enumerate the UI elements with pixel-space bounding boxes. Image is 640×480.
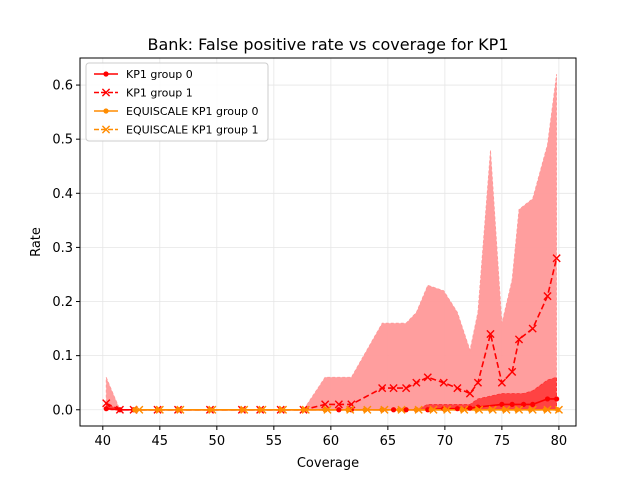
series-markers <box>102 254 563 414</box>
data-point <box>454 406 461 412</box>
data-point <box>103 406 109 412</box>
legend-entry: EQUISCALE KP1 group 0 <box>94 105 258 118</box>
legend-label: EQUISCALE KP1 group 0 <box>126 105 258 118</box>
data-point <box>486 329 495 339</box>
data-point <box>102 399 111 408</box>
y-tick-label: 0.5 <box>52 133 73 148</box>
y-axis-ticks: 0.0 0.1 0.2 0.3 0.4 0.5 0.6 <box>52 79 80 418</box>
data-point <box>390 407 397 413</box>
data-point <box>530 401 536 407</box>
data-point <box>465 389 475 398</box>
data-point <box>334 400 343 409</box>
y-tick-label: 0.3 <box>52 241 73 256</box>
data-point <box>552 254 561 263</box>
data-point <box>115 405 125 414</box>
data-point <box>554 405 563 414</box>
data-point <box>543 292 552 301</box>
y-tick-label: 0.4 <box>52 187 73 202</box>
data-point <box>497 378 506 387</box>
data-point <box>397 405 406 414</box>
x-axis-ticks: 40 45 50 55 60 65 70 75 80 <box>95 426 568 449</box>
data-point <box>321 400 330 409</box>
data-point <box>439 378 448 387</box>
data-point <box>132 407 138 413</box>
data-point <box>508 367 517 376</box>
data-point <box>403 407 409 413</box>
data-point <box>402 384 411 393</box>
data-point <box>467 405 473 411</box>
data-point <box>240 405 249 414</box>
data-point <box>528 324 537 333</box>
x-tick-label: 55 <box>266 434 283 449</box>
data-point <box>429 405 438 414</box>
data-point <box>414 405 423 414</box>
x-tick-label: 65 <box>380 434 397 449</box>
data-point <box>514 335 524 344</box>
data-point <box>460 405 469 414</box>
data-point <box>473 378 483 387</box>
data-point <box>554 396 560 402</box>
data-point <box>443 405 452 414</box>
data-point <box>155 405 164 414</box>
x-axis-label: Coverage <box>297 456 359 471</box>
data-point <box>423 373 432 382</box>
y-tick-label: 0.2 <box>52 295 73 310</box>
data-point <box>453 384 462 393</box>
plot-area <box>79 57 577 427</box>
data-point <box>555 407 561 413</box>
legend-entry: KP1 group 1 <box>94 87 193 100</box>
legend: KP1 group 0 KP1 group 1 EQUISCALE KP1 grou… <box>85 62 269 142</box>
data-point <box>380 405 389 414</box>
legend-entry: EQUISCALE KP1 group 1 <box>94 124 258 137</box>
legend-label: KP1 group 1 <box>126 87 193 100</box>
data-point <box>488 405 497 414</box>
data-point <box>544 396 551 402</box>
chart-title: Bank: False positive rate vs coverage fo… <box>147 35 508 54</box>
data-point <box>502 405 511 414</box>
x-tick-label: 45 <box>152 434 169 449</box>
legend-label: EQUISCALE KP1 group 1 <box>126 124 258 137</box>
data-point <box>543 405 552 414</box>
x-tick-label: 70 <box>437 434 454 449</box>
y-tick-label: 0.0 <box>52 403 73 418</box>
data-point <box>135 405 144 414</box>
y-tick-label: 0.6 <box>52 79 73 94</box>
plot-border <box>79 57 577 427</box>
x-tick-label: 40 <box>95 434 112 449</box>
data-point <box>278 405 288 414</box>
x-tick-label: 75 <box>494 434 511 449</box>
y-tick-label: 0.1 <box>52 349 73 364</box>
data-point <box>346 405 355 414</box>
data-point <box>509 401 515 407</box>
data-point <box>301 405 310 414</box>
data-point <box>378 384 387 393</box>
data-point <box>520 401 527 407</box>
legend-label: KP1 group 0 <box>126 68 193 81</box>
data-point <box>528 405 537 414</box>
data-point <box>323 405 332 414</box>
legend-box <box>85 62 269 142</box>
data-point <box>499 401 505 407</box>
data-point <box>208 405 217 414</box>
data-point <box>258 405 267 414</box>
legend-entry: KP1 group 0 <box>94 68 193 81</box>
data-point <box>176 405 185 414</box>
data-point <box>363 405 372 414</box>
x-tick-label: 60 <box>323 434 340 449</box>
data-point <box>514 405 524 414</box>
y-axis-label: Rate <box>29 227 44 257</box>
x-tick-label: 50 <box>209 434 226 449</box>
x-tick-label: 80 <box>551 434 568 449</box>
data-point <box>389 384 398 393</box>
data-point <box>336 407 342 413</box>
data-point <box>474 405 484 414</box>
data-point <box>412 378 421 387</box>
